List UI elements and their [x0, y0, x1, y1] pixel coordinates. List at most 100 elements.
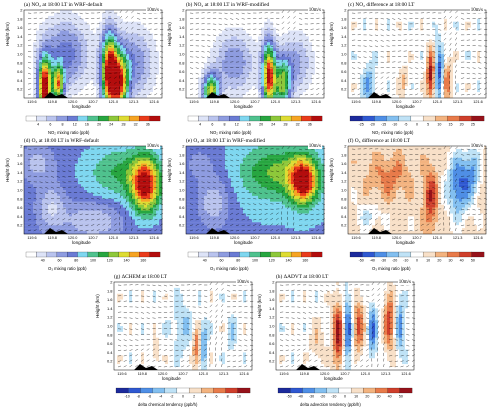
heatmap-cell — [303, 68, 307, 72]
heatmap-cell — [276, 77, 280, 81]
heatmap-cell — [441, 89, 445, 93]
heatmap-cell — [105, 89, 109, 93]
heatmap-cell — [186, 36, 190, 40]
heatmap-cell — [84, 30, 88, 34]
heatmap-cell — [300, 95, 304, 99]
wind-vector — [310, 72, 314, 75]
wind-vector — [154, 51, 158, 52]
heatmap-cell — [102, 27, 106, 31]
heatmap-cell — [411, 39, 415, 43]
heatmap-cell — [369, 27, 373, 31]
wind-vector — [119, 15, 123, 19]
heatmap-cell — [117, 68, 121, 72]
heatmap-cell — [255, 65, 259, 69]
wind-vector — [321, 82, 325, 85]
heatmap-cell — [375, 30, 379, 34]
heatmap-cell — [138, 51, 142, 55]
heatmap-cell — [93, 24, 97, 28]
heatmap-cell — [93, 74, 97, 78]
heatmap-cell — [420, 71, 424, 75]
heatmap-cell — [66, 59, 70, 63]
heatmap-cell — [300, 56, 304, 61]
heatmap-cell — [231, 36, 235, 40]
heatmap-cell — [120, 59, 124, 63]
heatmap-cell — [156, 95, 160, 99]
heatmap-cell — [453, 27, 457, 31]
heatmap-cell — [84, 45, 88, 49]
heatmap-cell — [369, 21, 373, 25]
heatmap-cell — [27, 68, 31, 72]
heatmap-cell — [219, 92, 223, 96]
y-tick-label: 1.2 — [179, 43, 185, 48]
heatmap-cell — [210, 65, 214, 69]
heatmap-cell — [387, 36, 391, 40]
heatmap-cell — [288, 10, 292, 14]
heatmap-cell — [309, 65, 313, 69]
heatmap-cell — [243, 92, 247, 96]
heatmap-cell — [87, 42, 91, 46]
heatmap-cell — [402, 21, 406, 25]
heatmap-cell — [195, 54, 199, 58]
heatmap-cell — [234, 86, 238, 90]
heatmap-cell — [30, 12, 34, 17]
heatmap-cell — [315, 92, 319, 96]
wind-vector — [218, 40, 222, 42]
heatmap-cell — [399, 21, 403, 25]
heatmap-cell — [456, 89, 460, 93]
heatmap-cell — [300, 12, 304, 17]
heatmap-cell — [423, 80, 427, 84]
wind-vector — [212, 87, 216, 90]
wind-vector — [218, 51, 222, 53]
colorbar-tick-label: 6 — [211, 123, 213, 127]
heatmap-cell — [78, 21, 82, 25]
heatmap-cell — [213, 15, 217, 19]
heatmap-cell — [273, 18, 277, 22]
heatmap-cell — [360, 39, 364, 43]
heatmap-cell — [276, 56, 280, 61]
heatmap-cell — [420, 74, 424, 78]
heatmap-cell — [105, 80, 109, 84]
heatmap-cell — [384, 62, 388, 66]
heatmap-cell — [420, 95, 424, 99]
heatmap-cell — [105, 65, 109, 69]
heatmap-cell — [483, 27, 487, 31]
heatmap-cell — [216, 54, 220, 58]
heatmap-cell — [402, 59, 406, 63]
heatmap-cell — [318, 62, 322, 66]
heatmap-cell — [237, 86, 241, 90]
heatmap-cell — [417, 42, 421, 46]
heatmap-cell — [360, 86, 364, 90]
heatmap-cell — [138, 71, 142, 75]
heatmap-cell — [366, 51, 370, 55]
wind-vector — [125, 59, 127, 63]
heatmap-cell — [270, 86, 274, 90]
heatmap-cell — [66, 10, 70, 14]
heatmap-cell — [354, 86, 358, 90]
x-tick-label: 121.0 — [109, 100, 119, 104]
heatmap-cell — [258, 65, 262, 69]
heatmap-cell — [75, 83, 79, 87]
heatmap-cell — [405, 30, 409, 34]
heatmap-cell — [39, 39, 43, 43]
heatmap-cell — [420, 42, 424, 46]
heatmap-cell — [318, 51, 322, 55]
heatmap-cell — [42, 24, 46, 28]
wind-vector — [258, 77, 263, 79]
heatmap-cell — [75, 74, 79, 78]
heatmap-cell — [240, 59, 244, 63]
wind-vector — [73, 29, 78, 31]
heatmap-cell — [114, 18, 118, 22]
heatmap-cell — [408, 62, 412, 66]
heatmap-cell — [303, 12, 307, 17]
heatmap-cell — [387, 80, 391, 84]
wind-vector — [321, 62, 326, 64]
heatmap-cell — [282, 48, 286, 52]
wind-vector — [131, 42, 133, 46]
heatmap-cell — [363, 10, 367, 14]
heatmap-cell — [252, 74, 256, 78]
heatmap-cell — [303, 95, 307, 99]
heatmap-cell — [360, 62, 364, 66]
heatmap-cell — [273, 56, 277, 61]
heatmap-cell — [291, 18, 295, 22]
heatmap-cell — [36, 80, 40, 84]
